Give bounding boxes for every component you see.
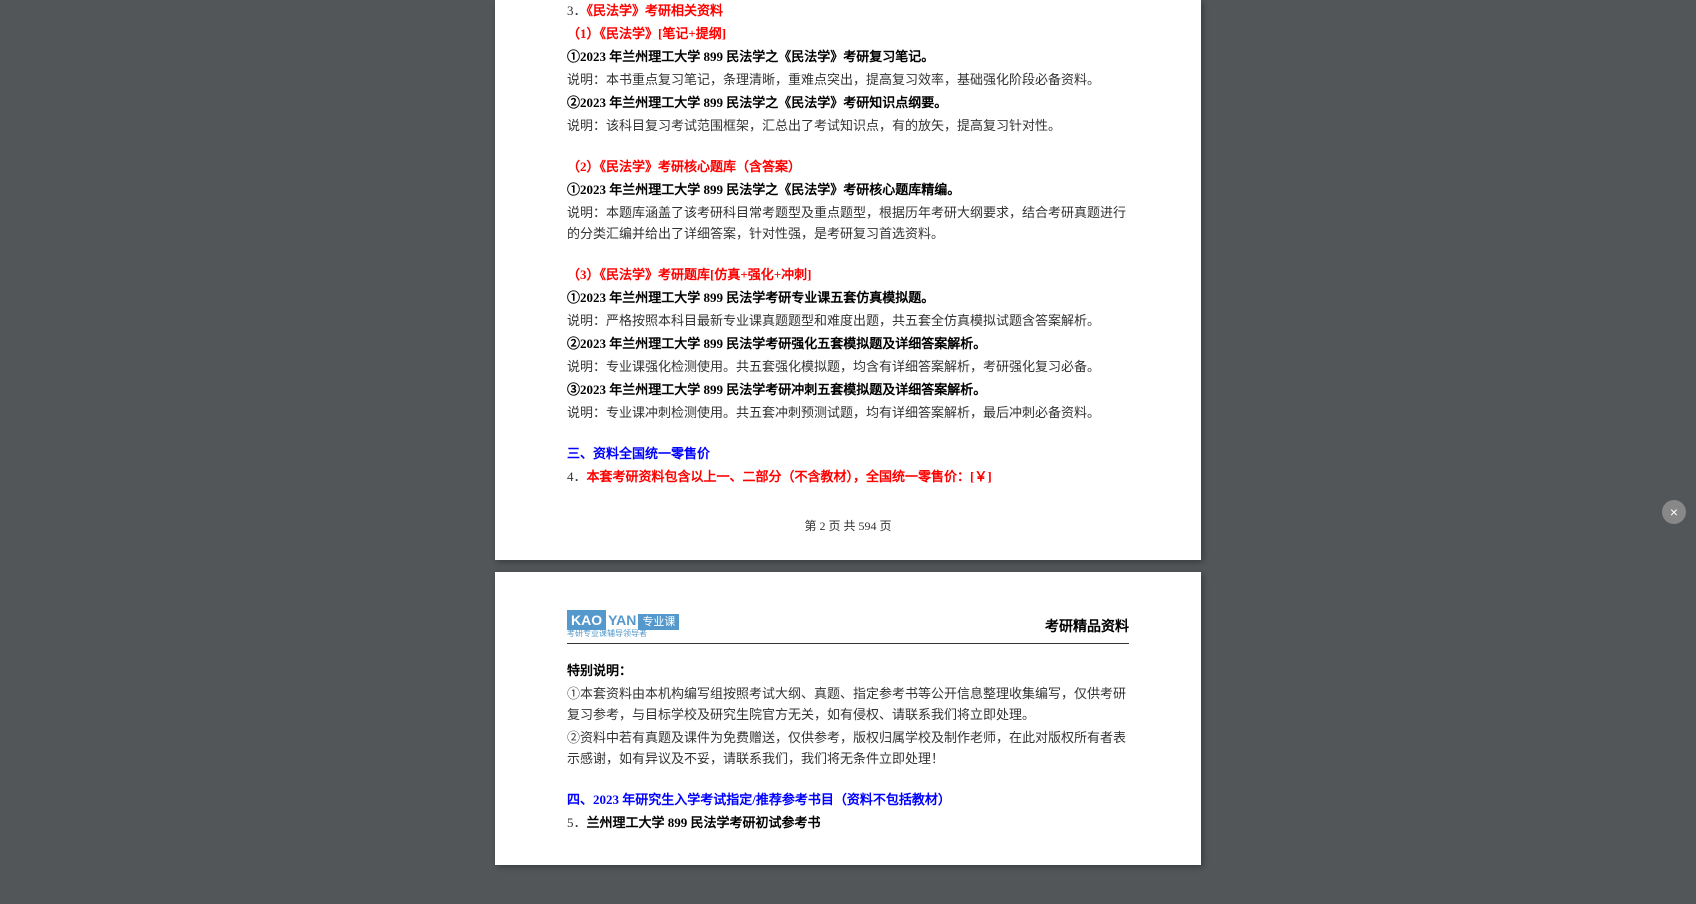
special-note-title: 特别说明： xyxy=(567,660,1129,681)
book-text: 兰州理工大学 899 民法学考研初试参考书 xyxy=(587,815,821,830)
item-1-1-title: ①2023 年兰州理工大学 899 民法学之《民法学》考研复习笔记。 xyxy=(567,46,1129,67)
kaoyan-logo: KAOYAN专业课 xyxy=(567,612,679,629)
item-3-2-desc: 说明：专业课强化检测使用。共五套强化模拟题，均含有详细答案解析，考研强化复习必备… xyxy=(567,356,1129,377)
section-4-title: 四、2023 年研究生入学考试指定/推荐参考书目（资料不包括教材） xyxy=(567,789,1129,810)
subsection-3-title: （3）《民法学》考研题库[仿真+强化+冲刺] xyxy=(567,264,1129,285)
price-line: 4．本套考研资料包含以上一、二部分（不含教材），全国统一零售价：[￥] xyxy=(567,466,1129,487)
item-2-1-desc: 说明：本题库涵盖了该考研科目常考题型及重点题型，根据历年考研大纲要求，结合考研真… xyxy=(567,202,1129,244)
item-3-3-desc: 说明：专业课冲刺检测使用。共五套冲刺预测试题，均有详细答案解析，最后冲刺必备资料… xyxy=(567,402,1129,423)
document-page-1: 3．《民法学》考研相关资料 （1）《民法学》[笔记+提纲] ①2023 年兰州理… xyxy=(495,0,1201,560)
item-3-3-title: ③2023 年兰州理工大学 899 民法学考研冲刺五套模拟题及详细答案解析。 xyxy=(567,379,1129,400)
item-1-1-desc: 说明：本书重点复习笔记，条理清晰，重难点突出，提高复习效率，基础强化阶段必备资料… xyxy=(567,69,1129,90)
close-x: × xyxy=(1670,504,1678,520)
item-2-1-title: ①2023 年兰州理工大学 899 民法学之《民法学》考研核心题库精编。 xyxy=(567,179,1129,200)
list-number: 4． xyxy=(567,469,587,484)
section-price-title: 三、资料全国统一零售价 xyxy=(567,443,1129,464)
logo-yan-text: YAN xyxy=(606,610,638,630)
special-note-1: ①本套资料由本机构编写组按照考试大纲、真题、指定参考书等公开信息整理收集编写，仅… xyxy=(567,683,1129,725)
item-3-1-desc: 说明：严格按照本科目最新专业课真题题型和难度出题，共五套全仿真模拟试题含答案解析… xyxy=(567,310,1129,331)
subsection-1-title: （1）《民法学》[笔记+提纲] xyxy=(567,23,1129,44)
price-text: 本套考研资料包含以上一、二部分（不含教材），全国统一零售价：[￥] xyxy=(587,469,992,484)
item-3-1-title: ①2023 年兰州理工大学 899 民法学考研专业课五套仿真模拟题。 xyxy=(567,287,1129,308)
list-number: 3． xyxy=(567,3,587,18)
page-number: 第 2 页 共 594 页 xyxy=(567,517,1129,534)
logo-kao-text: KAO xyxy=(567,610,606,630)
section-title: 《民法学》考研相关资料 xyxy=(587,3,724,18)
header-right-text: 考研精品资料 xyxy=(1045,616,1129,636)
item-3-2-title: ②2023 年兰州理工大学 899 民法学考研强化五套模拟题及详细答案解析。 xyxy=(567,333,1129,354)
page-header: KAOYAN专业课 考研专业课辅导领导者 考研精品资料 xyxy=(567,612,1129,644)
close-icon[interactable]: × xyxy=(1662,500,1686,524)
logo-container: KAOYAN专业课 考研专业课辅导领导者 xyxy=(567,612,679,639)
list-number: 5． xyxy=(567,815,587,830)
special-note-2: ②资料中若有真题及课件为免费赠送，仅供参考，版权归属学校及制作老师，在此对版权所… xyxy=(567,727,1129,769)
item-1-2-desc: 说明：该科目复习考试范围框架，汇总出了考试知识点，有的放矢，提高复习针对性。 xyxy=(567,115,1129,136)
document-page-2: KAOYAN专业课 考研专业课辅导领导者 考研精品资料 特别说明： ①本套资料由… xyxy=(495,572,1201,865)
item-1-2-title: ②2023 年兰州理工大学 899 民法学之《民法学》考研知识点纲要。 xyxy=(567,92,1129,113)
subsection-2-title: （2）《民法学》考研核心题库（含答案） xyxy=(567,156,1129,177)
book-line: 5．兰州理工大学 899 民法学考研初试参考书 xyxy=(567,812,1129,833)
section-3-header: 3．《民法学》考研相关资料 xyxy=(567,0,1129,21)
